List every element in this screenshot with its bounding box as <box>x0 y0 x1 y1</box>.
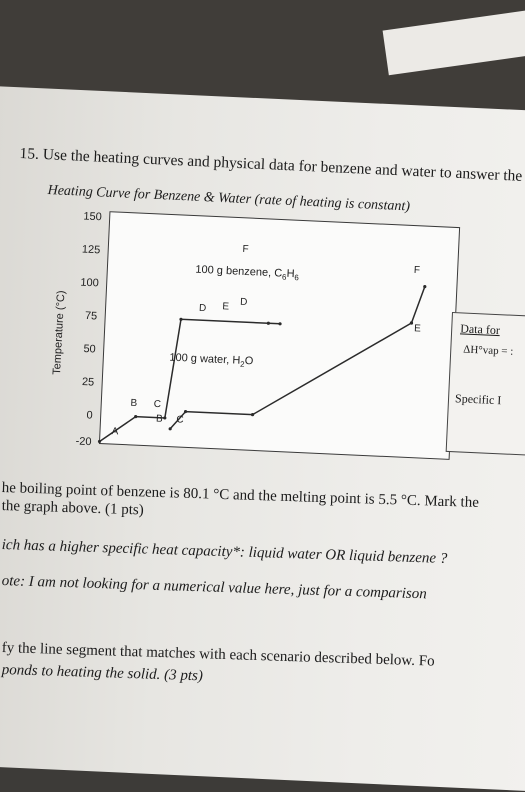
benzene-label: 100 g benzene, C6H6 <box>195 264 300 283</box>
y-tick-label: 0 <box>86 409 93 421</box>
data-point <box>97 439 102 444</box>
segment-point-label: E <box>414 323 421 334</box>
data-point <box>266 321 270 325</box>
segment-point-label: E <box>222 301 229 312</box>
data-point <box>168 427 172 431</box>
sidebar-specific: Specific I <box>454 391 502 408</box>
data-point <box>179 317 183 321</box>
data-point <box>163 416 167 420</box>
data-point <box>183 410 188 414</box>
water-series-line <box>99 318 281 443</box>
data-sidebar: Data for ΔH°vap = : Specific I <box>445 312 525 457</box>
segment-point-label: D <box>199 303 207 314</box>
plot-frame <box>98 211 461 460</box>
sidebar-title: Data for <box>459 321 501 338</box>
segment-point-label: B <box>156 414 163 425</box>
data-point <box>250 413 255 417</box>
segment-point-label: F <box>242 244 249 255</box>
y-tick-label: 50 <box>83 343 96 356</box>
data-point <box>409 321 414 325</box>
segment-point-label: A <box>111 426 118 437</box>
y-tick-label: 100 <box>80 277 99 290</box>
y-tick-label: 150 <box>83 210 102 223</box>
data-point <box>423 285 427 289</box>
y-tick-label: 125 <box>82 244 101 257</box>
sidebar-dh: ΔH°vap = : <box>463 343 514 358</box>
segment-point-label: F <box>414 265 421 276</box>
segment-point-label: C <box>154 399 162 410</box>
y-tick-label: 25 <box>82 376 95 389</box>
y-axis-label: Temperature (°C) <box>51 290 67 375</box>
water-label: 100 g water, H2O <box>169 352 254 370</box>
y-tick-label: -20 <box>75 435 91 448</box>
data-point <box>134 415 138 419</box>
segment-point-label: D <box>240 297 248 308</box>
y-tick-label: 75 <box>85 310 98 323</box>
segment-point-label: B <box>130 398 137 409</box>
segment-point-label: C <box>176 414 184 425</box>
data-point <box>278 322 282 326</box>
